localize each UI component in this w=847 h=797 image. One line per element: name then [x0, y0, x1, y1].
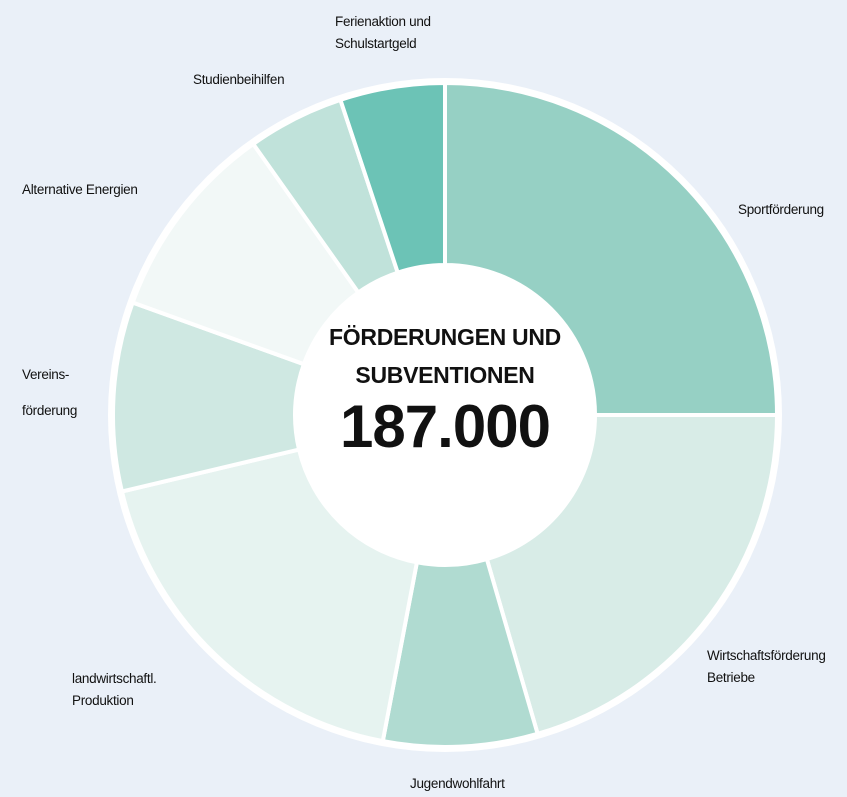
center-hole	[295, 265, 595, 565]
slice-label: Jugendwohlfahrt	[410, 776, 505, 791]
slice-label: Studienbeihilfen	[193, 72, 285, 87]
chart-title: FÖRDERUNGEN UND SUBVENTIONEN	[329, 324, 561, 388]
slice-label: Sportförderung	[738, 202, 824, 217]
slice-label: Ferienaktion und Schulstartgeld	[335, 14, 431, 51]
slice-label: Alternative Energien	[22, 182, 138, 197]
total: 187.000	[340, 393, 551, 460]
slice-label: landwirtschaftl. Produktion	[72, 671, 157, 708]
slice-label: Wirtschaftsförderung Betriebe	[707, 648, 826, 685]
slice-label: Vereins-förderung	[22, 367, 78, 418]
center-text: FÖRDERUNGEN UND SUBVENTIONEN 187.000	[295, 318, 595, 460]
